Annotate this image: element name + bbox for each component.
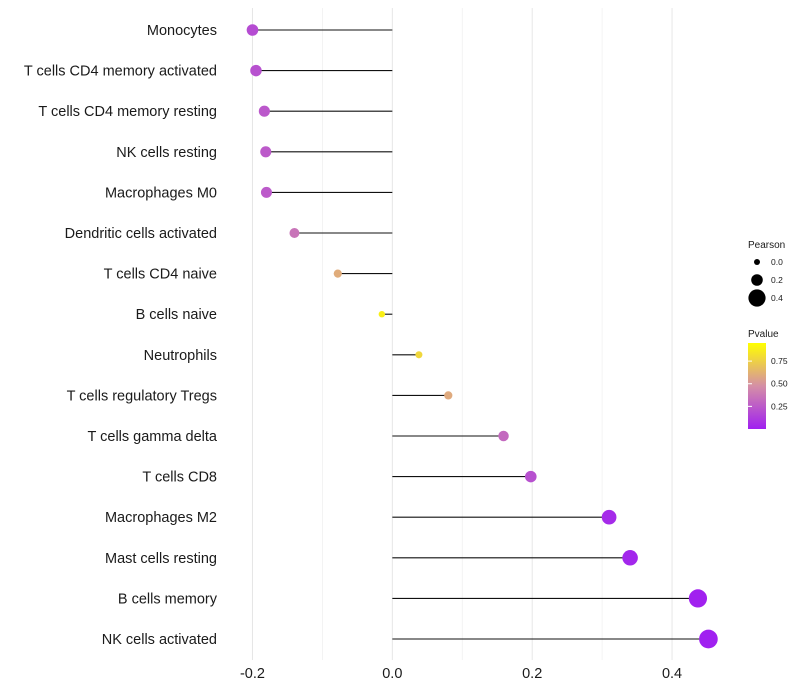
color-legend-ticks: 0.75 0.50 0.25: [748, 356, 788, 411]
lollipop-point: [250, 64, 262, 77]
size-legend-items: 0.0 0.2 0.4: [748, 257, 783, 307]
category-label: Dendritic cells activated: [65, 226, 217, 242]
legend: Pearson 0.0 0.2 0.4 Pvalue 0.75 0.50 0.25: [748, 240, 788, 429]
lollipop-point: [378, 310, 386, 318]
category-label: Neutrophils: [144, 348, 217, 364]
lollipop-point: [525, 470, 537, 483]
colorbar-label: 0.75: [771, 356, 788, 366]
category-label: T cells CD8: [142, 470, 217, 486]
category-labels: Monocytes T cells CD4 memory activated T c…: [24, 23, 218, 648]
lollipop-point: [258, 105, 270, 117]
pvalue-colorbar: [748, 343, 766, 429]
category-label: T cells CD4 memory resting: [38, 104, 217, 120]
size-legend-dot: [748, 289, 766, 307]
lollipop-point: [688, 589, 708, 608]
lollipop-points: [246, 24, 718, 649]
category-label: Monocytes: [147, 23, 217, 39]
x-tick-labels: -0.2 0.0 0.2 0.4: [240, 666, 682, 682]
category-label: T cells regulatory Tregs: [67, 388, 217, 404]
category-label: NK cells activated: [102, 632, 217, 648]
size-legend-label: 0.0: [771, 257, 783, 267]
category-label: B cells memory: [118, 591, 218, 607]
x-tick-label: 0.0: [382, 666, 402, 682]
lollipop-point: [260, 186, 272, 198]
size-legend-label: 0.2: [771, 275, 783, 285]
lollipop-point: [246, 24, 259, 36]
color-legend-title: Pvalue: [748, 329, 779, 340]
category-label: T cells CD4 naive: [104, 267, 217, 283]
x-tick-label: 0.2: [522, 666, 542, 682]
category-label: T cells CD4 memory activated: [24, 64, 217, 80]
x-tick-label: -0.2: [240, 666, 265, 682]
category-label: Mast cells resting: [105, 551, 217, 567]
size-legend-dot: [751, 274, 763, 286]
lollipop-stems: [252, 29, 709, 640]
grid-lines: [251, 8, 673, 660]
colorbar-label: 0.25: [771, 401, 788, 411]
size-legend-title: Pearson: [748, 240, 785, 251]
category-label: T cells gamma delta: [88, 429, 218, 445]
lollipop-point: [289, 228, 300, 238]
lollipop-point: [601, 509, 617, 525]
lollipop-point: [333, 269, 342, 278]
size-legend-dot: [754, 259, 760, 265]
x-tick-label: 0.4: [662, 666, 682, 682]
lollipop-point: [498, 430, 509, 442]
lollipop-point: [444, 391, 453, 400]
category-label: Macrophages M0: [105, 185, 217, 201]
category-label: B cells naive: [136, 307, 217, 323]
lollipop-point: [415, 351, 423, 359]
lollipop-point: [699, 629, 718, 649]
category-label: NK cells resting: [116, 145, 217, 161]
category-label: Macrophages M2: [105, 510, 217, 526]
colorbar-label: 0.50: [771, 379, 788, 389]
lollipop-point: [622, 550, 638, 566]
lollipop-point: [260, 146, 272, 158]
size-legend-label: 0.4: [771, 293, 783, 303]
